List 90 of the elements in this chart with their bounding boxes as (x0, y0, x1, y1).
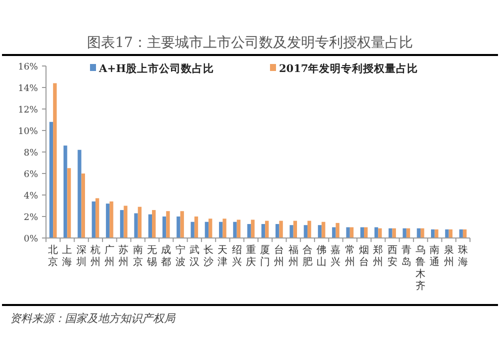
x-tick-label: 合肥 (302, 244, 312, 268)
bar (67, 168, 71, 238)
x-tick-label: 上海 (62, 244, 72, 268)
x-tick-label: 武汉 (189, 244, 200, 268)
bar (138, 206, 142, 238)
bar (148, 214, 152, 238)
x-tick-label: 泉州 (444, 244, 454, 268)
x-tick-label: 郑州 (373, 244, 384, 268)
bar (208, 218, 212, 238)
bar (279, 220, 283, 238)
y-tick-label: 0% (24, 234, 38, 244)
bar (176, 216, 180, 238)
x-tick-label: 广州 (104, 244, 115, 268)
x-tick-label: 宁波 (175, 244, 186, 268)
x-tick-label: 西安 (387, 245, 398, 268)
y-tick-label: 10% (18, 127, 38, 137)
x-tick-label: 天津 (218, 245, 228, 268)
bar (307, 220, 312, 238)
x-tick-label: 乌鲁木齐 (416, 244, 426, 292)
x-tick-label: 常州 (344, 244, 355, 268)
bar (194, 216, 198, 238)
y-tick-label: 14% (18, 84, 38, 94)
y-tick-label: 8% (24, 148, 38, 158)
x-tick-label: 成都 (161, 244, 172, 268)
bar (92, 201, 96, 238)
y-tick-label: 6% (24, 170, 38, 180)
x-tick-label: 烟台 (359, 244, 369, 268)
x-tick-label: 北京 (48, 244, 58, 268)
bar (166, 211, 170, 238)
bar (134, 213, 138, 238)
legend-label: A+H股上市公司数占比 (98, 62, 214, 75)
bar (204, 222, 209, 238)
bar (346, 227, 350, 238)
bar (49, 122, 54, 238)
bar (322, 222, 326, 238)
x-tick-label: 绍兴 (232, 244, 242, 268)
bar (95, 198, 100, 238)
x-tick-label: 重庆 (246, 244, 256, 268)
bar (233, 222, 237, 238)
bar (53, 83, 57, 238)
bar (276, 224, 280, 238)
bar (218, 222, 223, 238)
bar (124, 206, 128, 238)
legend-label: 2017年发明专利授权量占比 (279, 62, 418, 75)
bar (250, 220, 255, 238)
y-tick-label: 12% (18, 106, 38, 116)
x-tick-label: 长沙 (204, 244, 214, 268)
x-tick-label: 厦门 (260, 245, 270, 268)
bar (78, 150, 82, 238)
bar (152, 210, 156, 238)
bar (290, 225, 294, 238)
x-tick-label: 嘉兴 (330, 244, 341, 268)
bar (236, 220, 240, 238)
y-tick-label: 2% (24, 213, 38, 223)
bar (318, 225, 322, 238)
bar (120, 210, 124, 238)
bar (388, 228, 392, 238)
bar (445, 229, 449, 238)
x-tick-label: 台州 (274, 244, 284, 268)
x-tick-label: 杭州 (89, 244, 100, 268)
bar (162, 216, 166, 238)
x-tick-label: 佛山 (316, 245, 327, 268)
bar (180, 211, 184, 238)
x-tick-label: 青岛 (401, 244, 412, 268)
y-tick-label: 4% (24, 192, 38, 202)
bar (304, 225, 308, 238)
y-tick-label: 16% (18, 62, 38, 72)
bar (265, 220, 269, 238)
text: 资料来源：国家及地方知识产权局 (10, 312, 176, 325)
chart-title: 图表17：主要城市上市公司数及发明专利授权量占比 (87, 35, 413, 51)
bar (247, 224, 251, 238)
bar (81, 174, 86, 238)
x-tick-label: 珠海 (458, 244, 468, 268)
bar (402, 228, 406, 238)
bar (261, 224, 266, 238)
x-tick-label: 苏州 (118, 244, 129, 268)
bar (434, 229, 438, 238)
x-tick-label: 南京 (132, 244, 143, 268)
bar (336, 222, 340, 238)
bar (110, 201, 114, 238)
x-tick-label: 无锡 (146, 245, 157, 268)
bar (222, 218, 226, 238)
bar (106, 204, 110, 238)
x-tick-label: 福州 (288, 244, 298, 268)
x-tick-label: 南通 (430, 244, 440, 268)
bar (64, 146, 68, 238)
bar (378, 228, 382, 238)
x-tick-label: 深圳 (75, 244, 86, 268)
bar (190, 222, 194, 238)
bar (293, 220, 298, 238)
